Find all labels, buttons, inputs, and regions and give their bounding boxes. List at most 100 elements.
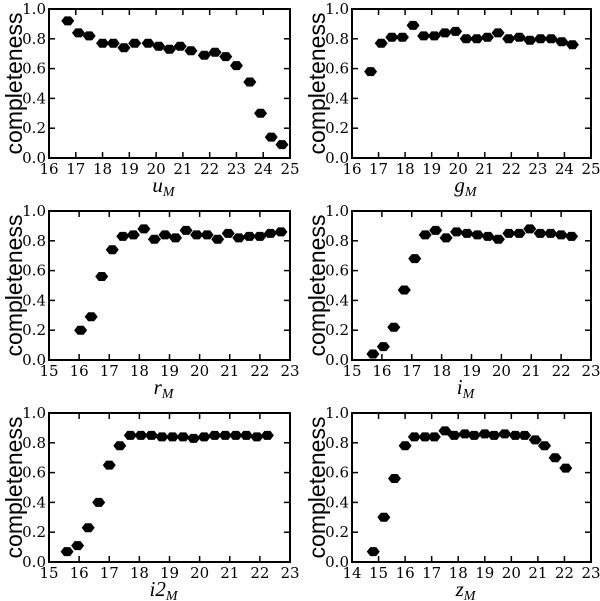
data-point bbox=[491, 28, 505, 38]
data-point bbox=[450, 227, 464, 237]
y-axis-label: completeness bbox=[304, 215, 330, 357]
data-point bbox=[387, 322, 401, 332]
data-point bbox=[449, 26, 463, 36]
data-point bbox=[176, 432, 190, 442]
data-point bbox=[439, 233, 453, 243]
x-tick-label: 19 bbox=[422, 160, 441, 178]
x-tick-label: 21 bbox=[475, 160, 494, 178]
data-point bbox=[229, 430, 243, 440]
data-point bbox=[407, 432, 421, 442]
x-axis-label: i2M bbox=[149, 577, 178, 601]
data-point bbox=[487, 430, 501, 440]
data-point bbox=[534, 34, 548, 44]
data-point bbox=[211, 234, 225, 244]
y-tick-label: 0.6 bbox=[22, 464, 46, 482]
y-tick-label: 0.4 bbox=[22, 291, 46, 309]
data-point bbox=[123, 430, 137, 440]
data-point bbox=[173, 41, 187, 51]
x-tick-label: 17 bbox=[422, 564, 441, 582]
y-tick-label: 1.0 bbox=[325, 202, 349, 220]
x-tick-label: 21 bbox=[522, 362, 541, 380]
x-tick-label: 16 bbox=[39, 160, 58, 178]
data-point bbox=[523, 224, 537, 234]
data-point bbox=[239, 430, 253, 440]
x-tick-label: 23 bbox=[528, 160, 547, 178]
x-tick-label: 20 bbox=[147, 160, 166, 178]
x-tick-label: 21 bbox=[528, 564, 547, 582]
data-point bbox=[105, 245, 119, 255]
y-tick-label: 1.0 bbox=[22, 404, 46, 422]
x-tick-label: 18 bbox=[432, 362, 451, 380]
data-point bbox=[264, 132, 278, 142]
data-point bbox=[274, 227, 288, 237]
data-point bbox=[84, 312, 98, 322]
data-point bbox=[243, 77, 257, 87]
data-point bbox=[508, 430, 522, 440]
data-point bbox=[197, 432, 211, 442]
x-tick-label: 23 bbox=[280, 564, 299, 582]
panel-u-M: 16 17 18 19 20 21 22 23 24 25 0.0 0.2 0.4 0.6 0.8 1.0co… bbox=[1, 0, 300, 200]
data-point bbox=[81, 523, 95, 533]
x-tick-label: 18 bbox=[130, 362, 149, 380]
x-axis-label: rM bbox=[154, 375, 175, 402]
x-tick-label: 21 bbox=[173, 160, 192, 178]
x-axis-label-main: i2 bbox=[149, 577, 166, 601]
data-point bbox=[438, 426, 452, 436]
data-point bbox=[512, 32, 526, 42]
y-tick-label: 0.2 bbox=[22, 523, 46, 541]
data-point bbox=[512, 228, 526, 238]
data-point bbox=[184, 46, 198, 56]
panel-r-M: 15 16 17 18 19 20 21 22 23 0.0 0.2 0.4 0.6 0.8 1.0comp… bbox=[1, 202, 300, 402]
data-point bbox=[565, 40, 579, 50]
data-point bbox=[395, 32, 409, 42]
data-point bbox=[275, 140, 289, 150]
panel-i-M: 15 16 17 18 19 20 21 22 23 0.0 0.2 0.4 0.6 0.8 1.0comp… bbox=[304, 202, 600, 402]
data-point bbox=[60, 547, 74, 557]
y-tick-label: 0.8 bbox=[325, 232, 349, 250]
data-point bbox=[538, 441, 552, 451]
data-point bbox=[427, 31, 441, 41]
data-point bbox=[491, 234, 505, 244]
x-tick-label: 16 bbox=[70, 362, 89, 380]
data-point bbox=[376, 342, 390, 352]
data-point bbox=[374, 38, 388, 48]
x-axis-label: uM bbox=[152, 173, 176, 200]
x-tick-label: 21 bbox=[220, 564, 239, 582]
x-axis-label-subscript: M bbox=[165, 589, 179, 601]
y-tick-label: 0.8 bbox=[325, 30, 349, 48]
y-tick-label: 1.0 bbox=[325, 404, 349, 422]
plot-frame bbox=[351, 412, 592, 563]
x-tick-label: 15 bbox=[39, 362, 58, 380]
x-tick-label: 24 bbox=[555, 160, 574, 178]
y-tick-label: 0.8 bbox=[22, 434, 46, 452]
y-tick-label: 1.0 bbox=[22, 0, 46, 18]
data-point bbox=[117, 43, 131, 53]
x-tick-label: 25 bbox=[581, 160, 600, 178]
x-tick-label: 17 bbox=[402, 362, 421, 380]
x-tick-label: 20 bbox=[502, 564, 521, 582]
data-point bbox=[254, 108, 268, 118]
data-point bbox=[126, 230, 140, 240]
data-point bbox=[218, 430, 232, 440]
x-tick-label: 17 bbox=[100, 564, 119, 582]
data-point bbox=[459, 34, 473, 44]
data-point bbox=[137, 224, 151, 234]
data-point bbox=[481, 231, 495, 241]
plot-frame bbox=[351, 8, 592, 159]
data-point bbox=[229, 61, 243, 71]
data-point bbox=[417, 31, 431, 41]
x-tick-label: 20 bbox=[492, 362, 511, 380]
x-axis-label-subscript: M bbox=[464, 185, 478, 200]
data-point bbox=[169, 233, 183, 243]
y-tick-label: 0.0 bbox=[325, 553, 349, 571]
data-point bbox=[82, 31, 96, 41]
data-point bbox=[197, 50, 211, 60]
x-tick-label: 23 bbox=[581, 362, 600, 380]
y-tick-label: 0.0 bbox=[325, 149, 349, 167]
data-point bbox=[232, 233, 246, 243]
x-tick-label: 19 bbox=[462, 362, 481, 380]
y-axis-label: completeness bbox=[1, 417, 27, 559]
data-point bbox=[71, 28, 85, 38]
x-tick-label: 17 bbox=[369, 160, 388, 178]
x-tick-label: 24 bbox=[254, 160, 273, 178]
